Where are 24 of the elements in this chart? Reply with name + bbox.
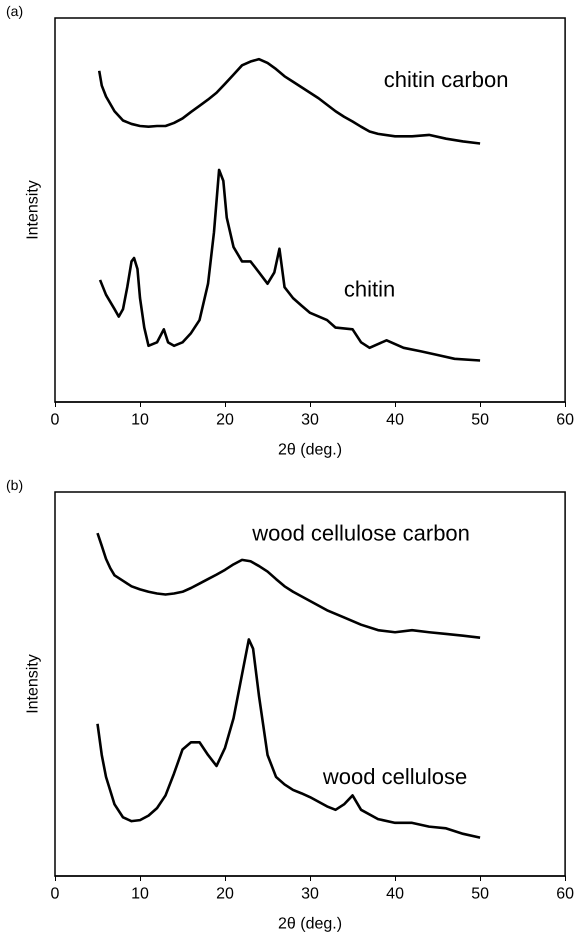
x-tick-label: 10	[131, 412, 150, 428]
x-tick-label: 30	[301, 412, 320, 428]
x-tick-label: 40	[386, 886, 404, 902]
series-label: chitin	[344, 276, 396, 302]
series-label: chitin carbon	[384, 67, 508, 92]
chart-title: (a)	[6, 3, 24, 19]
y-axis-title: Intensity	[24, 654, 42, 714]
x-tick-label: 0	[50, 412, 60, 428]
y-axis-title: Intensity	[24, 180, 42, 240]
x-tick-label: 40	[386, 412, 404, 428]
x-tick-label: 20	[216, 886, 234, 902]
x-tick-label: 50	[471, 886, 490, 902]
x-tick-label: 50	[471, 412, 490, 428]
x-tick-label: 0	[50, 886, 60, 902]
x-tick-label: 30	[301, 886, 320, 902]
series-label: wood cellulose carbon	[251, 520, 470, 546]
series-label: wood cellulose	[322, 764, 468, 790]
x-tick-label: 60	[556, 412, 574, 428]
x-tick-label: 10	[131, 886, 150, 902]
x-tick-label: 60	[556, 886, 574, 902]
chart-title: (b)	[6, 477, 24, 493]
x-axis-title: 2θ (deg.)	[278, 916, 342, 932]
x-tick-label: 20	[216, 412, 234, 428]
x-axis-title: 2θ (deg.)	[278, 442, 342, 458]
